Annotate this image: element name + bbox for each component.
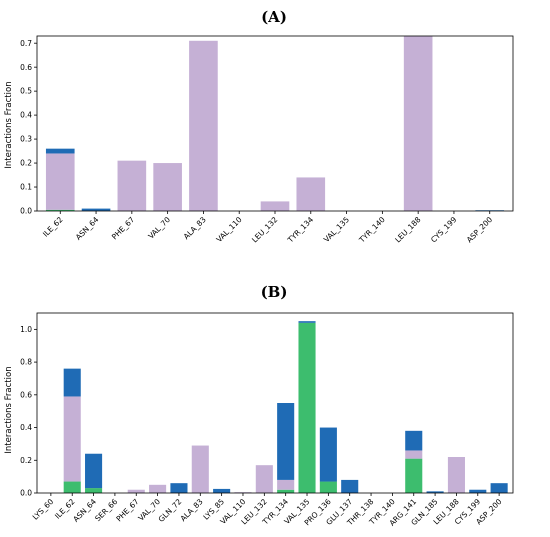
bar-tyr-134-h-bonds bbox=[277, 489, 295, 493]
x-tick-label-a: ASP_200 bbox=[465, 215, 494, 244]
bar-val-70-hydrophobic bbox=[153, 163, 182, 211]
bar-asn-64-h-bonds bbox=[85, 488, 103, 493]
bar-gln-72-water-bridges bbox=[170, 483, 188, 493]
y-axis-label-b: Interactions Fraction bbox=[4, 366, 14, 453]
x-tick-label-b: LYS_60 bbox=[31, 497, 56, 522]
bar-val-135-water-bridges bbox=[298, 321, 316, 323]
y-tick-label-b: 1.0 bbox=[20, 325, 32, 334]
x-tick-label-a: TYR_134 bbox=[285, 215, 315, 245]
bar-cys-199-water-bridges bbox=[469, 489, 487, 493]
chart-title-a: (A) bbox=[261, 8, 287, 26]
bar-lys-85-water-bridges bbox=[213, 488, 231, 493]
bar-leu-188-hydrophobic bbox=[447, 457, 465, 493]
bar-tyr-134-hydrophobic bbox=[296, 177, 326, 211]
x-tick-label-a: LEU_188 bbox=[393, 215, 422, 244]
x-tick-label-a: ALA_83 bbox=[182, 215, 208, 241]
plot-frame-b bbox=[36, 312, 514, 494]
y-tick-label-b: 0.6 bbox=[20, 390, 32, 399]
bar-leu-132-hydrophobic bbox=[260, 201, 290, 211]
bar-leu-132-hydrophobic bbox=[255, 465, 273, 493]
x-tick-label-a: VAL_70 bbox=[146, 215, 172, 241]
bar-ile-62-water-bridges bbox=[63, 368, 81, 397]
bar-arg-141-h-bonds bbox=[405, 458, 423, 493]
y-tick-label-b: 0.0 bbox=[20, 489, 32, 498]
bar-ile-62-water-bridges bbox=[45, 148, 75, 154]
x-tick-label-b: PHE_67 bbox=[114, 497, 140, 523]
x-tick-label-a: ILE_62 bbox=[41, 215, 65, 239]
bar-phe-67-hydrophobic bbox=[127, 489, 145, 493]
bar-pro-136-water-bridges bbox=[319, 427, 337, 482]
y-tick-label-b: 0.2 bbox=[20, 456, 32, 465]
x-tick-label-a: CYS_199 bbox=[429, 215, 459, 245]
chart-panel-a: (A) Interactions Fraction 0.0 0.1 0.2 0.3 0.… bbox=[4, 8, 514, 245]
x-tick-label-a: VAL_135 bbox=[322, 215, 351, 244]
y-tick-label-a: 0.3 bbox=[20, 135, 32, 144]
bar-leu-188-hydrophobic bbox=[403, 36, 433, 211]
plot-frame-a bbox=[36, 35, 514, 212]
x-tick-label-b: ALA_83 bbox=[179, 497, 205, 523]
bar-tyr-134-hydrophobic bbox=[277, 479, 295, 490]
bar-val-110-hydrophobic bbox=[234, 492, 252, 493]
bar-val-135-h-bonds bbox=[298, 322, 316, 493]
y-tick-label-a: 0.7 bbox=[20, 39, 32, 48]
y-tick-label-b: 0.4 bbox=[20, 423, 32, 432]
bar-pro-136-h-bonds bbox=[319, 481, 337, 493]
y-tick-label-a: 0.2 bbox=[20, 159, 32, 168]
bar-arg-141-hydrophobic bbox=[405, 450, 423, 459]
bar-val-70-hydrophobic bbox=[149, 484, 167, 493]
bar-arg-141-water-bridges bbox=[405, 430, 423, 451]
bar-ile-62-h-bonds bbox=[45, 209, 75, 211]
bar-tyr-134-water-bridges bbox=[277, 403, 295, 480]
bar-ala-83-hydrophobic bbox=[191, 445, 209, 493]
bar-ile-62-hydrophobic bbox=[45, 153, 75, 210]
bar-asn-64-water-bridges bbox=[85, 453, 103, 489]
y-tick-label-a: 0.1 bbox=[20, 183, 32, 192]
y-tick-label-a: 0.0 bbox=[20, 207, 32, 216]
x-tick-label-a: PHE_67 bbox=[110, 215, 136, 241]
bar-ala-83-hydrophobic bbox=[189, 40, 218, 211]
bar-asp-200-water-bridges bbox=[490, 483, 508, 493]
chart-panel-b: (B) Interactions Fraction 0.0 0.2 0.4 0.6 0.… bbox=[4, 283, 514, 528]
y-tick-label-a: 0.5 bbox=[20, 87, 32, 96]
bar-glu-137-water-bridges bbox=[341, 479, 359, 493]
y-tick-label-b: 0.8 bbox=[20, 358, 32, 367]
y-tick-label-a: 0.6 bbox=[20, 63, 32, 72]
bar-asn-64-water-bridges bbox=[81, 208, 111, 211]
x-tick-label-b: ASN_64 bbox=[71, 497, 98, 524]
bar-gln-185-water-bridges bbox=[426, 491, 444, 493]
bar-phe-67-hydrophobic bbox=[117, 160, 147, 211]
x-tick-label-a: LEU_132 bbox=[250, 215, 279, 244]
x-tick-label-b: GLN_72 bbox=[157, 497, 184, 524]
x-tick-label-a: TYR_140 bbox=[357, 215, 387, 245]
x-tick-label-a: VAL_110 bbox=[215, 215, 244, 244]
bar-ile-62-h-bonds bbox=[63, 481, 81, 493]
y-axis-label-a: Interactions Fraction bbox=[4, 81, 14, 168]
x-tick-label-a: ASN_64 bbox=[74, 215, 101, 242]
chart-title-b: (B) bbox=[261, 283, 288, 301]
bar-ile-62-hydrophobic bbox=[63, 396, 81, 482]
y-tick-label-a: 0.4 bbox=[20, 111, 32, 120]
